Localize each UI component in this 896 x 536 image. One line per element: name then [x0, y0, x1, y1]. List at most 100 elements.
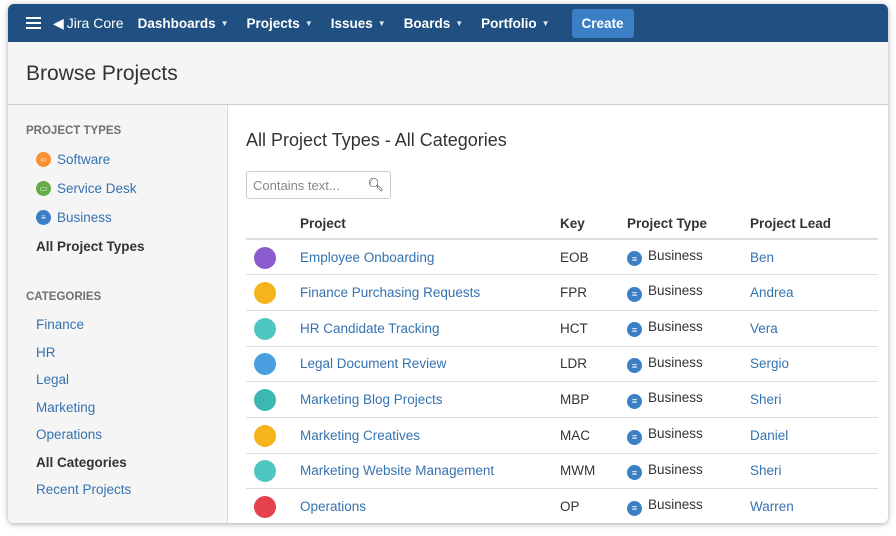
type-cell: ≡ Business	[627, 274, 750, 311]
business-icon: ≡	[627, 393, 642, 409]
menu-icon[interactable]	[26, 17, 41, 29]
avatar-cell	[246, 417, 300, 454]
create-button[interactable]: Create	[571, 8, 634, 38]
project-types-heading: PROJECT TYPES	[26, 125, 122, 137]
avatar-cell	[246, 274, 300, 311]
table-row: Marketing Blog Projects MBP ≡ Business Sh…	[246, 381, 878, 418]
project-link[interactable]: Finance Purchasing Requests	[300, 285, 481, 301]
nav-label: Boards	[403, 15, 451, 31]
type-cell: ≡ Business	[627, 346, 750, 383]
business-icon: ≡	[627, 500, 642, 516]
categories-heading: CATEGORIES	[26, 291, 102, 303]
lead-link[interactable]: Warren	[750, 499, 794, 515]
lead-link[interactable]: Vera	[750, 320, 778, 336]
sidebar: PROJECT TYPES ‹› Software ▭ Service Desk ≡…	[8, 105, 228, 523]
search-placeholder: Contains text...	[253, 177, 340, 193]
key-cell: LDR	[560, 346, 627, 383]
key-cell: OP	[560, 488, 627, 523]
sidebar-item-marketing[interactable]: Marketing	[36, 399, 96, 415]
type-label: Business	[648, 247, 703, 263]
nav-portfolio[interactable]: Portfolio ▼	[481, 16, 549, 31]
project-avatar-icon[interactable]	[254, 353, 276, 376]
lead-link[interactable]: Ben	[750, 249, 775, 265]
sidebar-item-recent-projects[interactable]: Recent Projects	[36, 482, 132, 498]
sidebar-item-software[interactable]: ‹› Software	[26, 145, 227, 174]
project-avatar-icon[interactable]	[254, 424, 276, 447]
chevron-down-icon: ▼	[377, 18, 386, 28]
lead-cell: Sheri	[750, 453, 878, 490]
lead-cell: Sergio	[750, 346, 878, 383]
chevron-down-icon: ▼	[220, 18, 229, 28]
table-row: Employee Onboarding EOB ≡ Business Ben	[246, 239, 878, 276]
key-cell: EOB	[560, 239, 627, 276]
lead-cell: Andrea	[750, 274, 878, 311]
sidebar-item-hr[interactable]: HR	[36, 344, 56, 360]
sidebar-item-operations[interactable]: Operations	[36, 427, 103, 443]
sidebar-item-legal[interactable]: Legal	[36, 372, 70, 388]
table-row: HR Candidate Tracking HCT ≡ Business Vera	[246, 310, 878, 347]
type-cell: ≡ Business	[627, 310, 750, 347]
lead-cell: Warren	[750, 488, 878, 523]
key-cell: HCT	[560, 310, 627, 347]
business-icon: ≡	[36, 210, 51, 225]
logo-text: Jira Core	[66, 15, 124, 31]
project-cell: Legal Document Review	[300, 346, 560, 383]
label: Business	[57, 210, 112, 225]
sidebar-item-all-types[interactable]: All Project Types	[36, 239, 145, 254]
project-link[interactable]: Operations	[300, 499, 367, 515]
lead-link[interactable]: Andrea	[750, 285, 794, 301]
key-cell: FPR	[560, 274, 627, 311]
type-cell: ≡ Business	[627, 417, 750, 454]
column-project[interactable]: Project	[300, 209, 560, 240]
nav-label: Projects	[246, 15, 300, 31]
jira-core-logo[interactable]: ◀ Jira Core	[53, 15, 124, 32]
label: Software	[57, 152, 111, 167]
label: Service Desk	[57, 181, 137, 196]
sidebar-item-finance[interactable]: Finance	[36, 317, 85, 333]
project-avatar-icon[interactable]	[254, 496, 276, 519]
avatar-column	[246, 209, 300, 240]
nav-dashboards[interactable]: Dashboards ▼	[138, 16, 229, 31]
business-icon: ≡	[627, 251, 642, 267]
lead-link[interactable]: Sergio	[750, 356, 790, 372]
project-link[interactable]: Legal Document Review	[300, 356, 447, 372]
column-project-lead[interactable]: Project Lead	[750, 209, 878, 240]
project-avatar-icon[interactable]	[254, 460, 276, 483]
nav-projects[interactable]: Projects ▼	[247, 16, 313, 31]
table-row: Operations OP ≡ Business Warren	[246, 488, 878, 523]
avatar-cell	[246, 310, 300, 347]
column-project-type[interactable]: Project Type	[627, 209, 750, 240]
business-icon: ≡	[627, 286, 642, 302]
type-cell: ≡ Business	[627, 381, 750, 418]
business-icon: ≡	[627, 358, 642, 374]
sidebar-item-all-categories[interactable]: All Categories	[36, 454, 127, 470]
lead-link[interactable]: Sheri	[750, 392, 782, 408]
lead-cell: Vera	[750, 310, 878, 347]
project-link[interactable]: Marketing Website Management	[300, 463, 495, 479]
business-icon: ≡	[627, 465, 642, 481]
sidebar-item-service-desk[interactable]: ▭ Service Desk	[26, 174, 227, 203]
key-cell: MBP	[560, 381, 627, 418]
lead-cell: Sheri	[750, 381, 878, 418]
lead-link[interactable]: Sheri	[750, 463, 782, 479]
software-icon: ‹›	[36, 152, 51, 167]
project-avatar-icon[interactable]	[254, 389, 276, 412]
project-avatar-icon[interactable]	[254, 282, 276, 305]
project-link[interactable]: Employee Onboarding	[300, 249, 435, 265]
project-link[interactable]: Marketing Creatives	[300, 427, 421, 443]
column-key[interactable]: Key	[560, 209, 627, 240]
projects-table: Project Key Project Type Project Lead Em…	[246, 209, 878, 523]
nav-boards[interactable]: Boards ▼	[404, 16, 463, 31]
lead-link[interactable]: Daniel	[750, 427, 789, 443]
sidebar-item-business[interactable]: ≡ Business	[26, 203, 227, 232]
type-label: Business	[648, 318, 703, 334]
project-avatar-icon[interactable]	[254, 317, 276, 340]
nav-issues[interactable]: Issues ▼	[331, 16, 386, 31]
project-avatar-icon[interactable]	[254, 246, 276, 269]
project-link[interactable]: Marketing Blog Projects	[300, 392, 443, 408]
project-link[interactable]: HR Candidate Tracking	[300, 320, 440, 336]
type-label: Business	[648, 426, 703, 442]
project-cell: Operations	[300, 488, 560, 523]
search-icon: 🔍︎	[367, 177, 384, 192]
search-input[interactable]: Contains text... 🔍︎	[246, 171, 391, 199]
